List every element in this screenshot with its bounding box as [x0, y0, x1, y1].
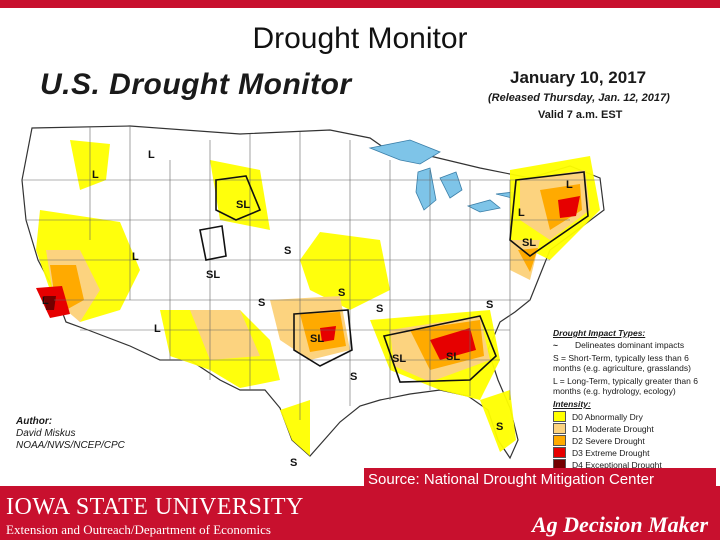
- author-name: David Miskus: [16, 428, 76, 439]
- label-l-7: L: [518, 207, 525, 219]
- impact-text: Delineates dominant impacts: [575, 340, 685, 350]
- label-s-3: S: [338, 287, 345, 299]
- label-sl-4: SL: [392, 353, 406, 365]
- author-label: Author:: [16, 416, 53, 427]
- intensity-label: D0 Abnormally Dry: [572, 411, 643, 422]
- map-date: January 10, 2017: [510, 68, 647, 87]
- impact-outlines: [199, 171, 589, 383]
- map-title: U.S. Drought Monitor: [40, 68, 352, 101]
- map-legend: Drought Impact Types: ~ Delineates domin…: [553, 328, 718, 471]
- drought-map-panel: U.S. Drought Monitor January 10, 2017 (R…: [10, 60, 716, 478]
- intensity-item: D3 Extreme Drought: [553, 447, 718, 458]
- top-accent-bar: [0, 0, 720, 8]
- label-l-4: L: [42, 295, 49, 307]
- impact-item: L = Long-Term, typically greater than 6 …: [553, 376, 718, 396]
- label-l-2: L: [92, 169, 99, 181]
- swatch-d3: [553, 447, 566, 458]
- author-org: NOAA/NWS/NCEP/CPC: [16, 440, 125, 451]
- label-sl-6: SL: [522, 237, 536, 249]
- swatch-d0: [553, 411, 566, 422]
- intensity-heading: Intensity:: [553, 399, 591, 409]
- slide-title: Drought Monitor: [252, 22, 468, 55]
- author-block: Author: David Miskus NOAA/NWS/NCEP/CPC: [16, 416, 125, 452]
- label-s-4: S: [376, 303, 383, 315]
- label-s-1: S: [284, 245, 291, 257]
- intensity-label: D1 Moderate Drought: [572, 423, 654, 434]
- label-sl-3: SL: [310, 333, 324, 345]
- impact-text: L = Long-Term, typically greater than 6 …: [553, 376, 698, 396]
- label-l-3: L: [132, 251, 139, 263]
- source-credit: Source: National Drought Mitigation Cent…: [368, 471, 654, 488]
- impact-item: S = Short-Term, typically less than 6 mo…: [553, 353, 718, 373]
- d4-areas: [44, 296, 56, 310]
- impact-line-icon: ~: [553, 340, 558, 350]
- intensity-label: D3 Extreme Drought: [572, 447, 650, 458]
- label-sl-1: SL: [236, 199, 250, 211]
- source-background: [364, 468, 716, 492]
- label-s-5: S: [350, 371, 357, 383]
- swatch-d2: [553, 435, 566, 446]
- swatch-d1: [553, 423, 566, 434]
- intensity-item: D2 Severe Drought: [553, 435, 718, 446]
- intensity-item: D0 Abnormally Dry: [553, 411, 718, 422]
- label-s-6: S: [486, 299, 493, 311]
- impact-item: ~ Delineates dominant impacts: [553, 340, 718, 350]
- extension-text: Extension and Outreach/Department of Eco…: [6, 522, 271, 537]
- map-released: (Released Thursday, Jan. 12, 2017): [488, 92, 670, 104]
- intensity-label: D2 Severe Drought: [572, 435, 645, 446]
- label-sl-5: SL: [446, 351, 460, 363]
- us-drought-map: L L SL L S SL S S S L L SL SL SL S S S S…: [21, 125, 605, 469]
- label-s-7: S: [496, 421, 503, 433]
- label-l-5: L: [154, 323, 161, 335]
- university-wordmark: IOWA STATE UNIVERSITY: [6, 494, 304, 520]
- label-s-8: S: [290, 457, 297, 469]
- label-sl-2: SL: [206, 269, 220, 281]
- map-valid-time: Valid 7 a.m. EST: [538, 109, 623, 121]
- brand-name: Ag Decision Maker: [532, 512, 708, 537]
- intensity-label: D4 Exceptional Drought: [572, 459, 662, 470]
- label-l-6: L: [566, 179, 573, 191]
- impact-text: S = Short-Term, typically less than 6 mo…: [553, 353, 691, 373]
- impact-heading: Drought Impact Types:: [553, 328, 646, 338]
- intensity-item: D1 Moderate Drought: [553, 423, 718, 434]
- footer-bar: [0, 486, 720, 540]
- label-s-2: S: [258, 297, 265, 309]
- label-l-1: L: [148, 149, 155, 161]
